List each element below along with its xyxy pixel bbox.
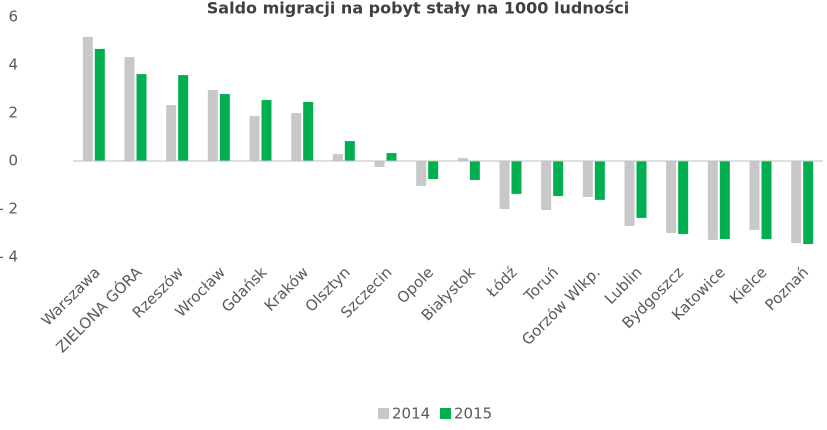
bar (707, 161, 718, 240)
bar (678, 161, 689, 234)
y-tick-label: 2 (8, 104, 18, 122)
bar (541, 161, 552, 210)
bar (594, 161, 605, 200)
bar (94, 48, 105, 161)
bar (291, 113, 302, 161)
bar (553, 161, 564, 197)
bar (666, 161, 677, 233)
legend-swatch (378, 408, 389, 419)
bar (457, 158, 468, 161)
legend-label: 2014 (392, 405, 430, 423)
legend-swatch (440, 408, 451, 419)
bar (719, 161, 730, 239)
bar (761, 161, 772, 239)
bar (803, 161, 814, 245)
y-tick-label: 4 (8, 56, 18, 74)
bar (416, 161, 427, 186)
y-tick-label: - 2 (0, 200, 18, 218)
bar (386, 153, 397, 161)
bar (511, 161, 522, 194)
bar (582, 161, 593, 197)
bar (249, 116, 260, 161)
bar (178, 75, 189, 161)
bar (624, 161, 635, 227)
y-tick-label: - 4 (0, 248, 18, 266)
bar (332, 154, 343, 161)
x-tick-label: Gdańsk (218, 263, 271, 316)
bar (791, 161, 802, 244)
bar (374, 161, 385, 167)
y-tick-label: 6 (8, 8, 18, 26)
bar (499, 161, 510, 209)
bar (136, 74, 147, 161)
bar (219, 94, 230, 161)
legend-label: 2015 (454, 405, 492, 423)
bar (636, 161, 647, 218)
x-tick-label: Łódź (482, 263, 520, 301)
bar (82, 36, 93, 161)
bar (428, 161, 439, 179)
bar (344, 141, 355, 161)
bar (303, 101, 314, 161)
y-tick-label: 0 (8, 152, 18, 170)
bar (124, 57, 135, 161)
bar (166, 105, 177, 161)
bar (207, 89, 218, 161)
bar (469, 161, 480, 180)
x-tick-label: Poznań (761, 263, 812, 314)
bar (749, 161, 760, 230)
chart-title: Saldo migracji na pobyt stały na 1000 lu… (207, 0, 629, 18)
bar (261, 100, 272, 161)
